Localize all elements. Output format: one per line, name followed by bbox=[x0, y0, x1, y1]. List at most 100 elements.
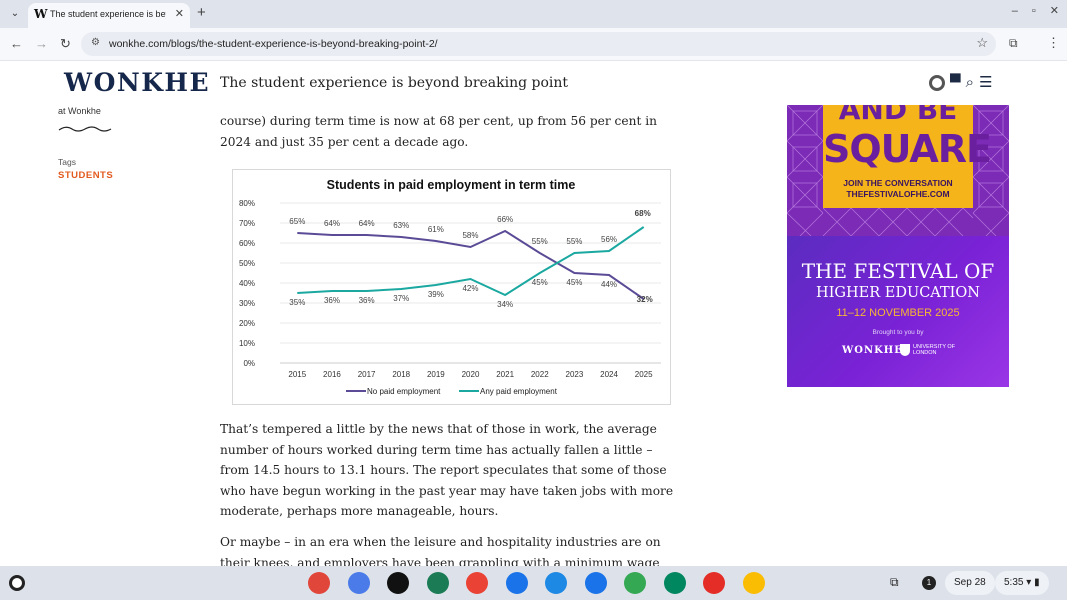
data-label: 36% bbox=[324, 296, 340, 305]
menu-kebab-icon[interactable]: ⋮ bbox=[1047, 35, 1060, 50]
data-label: 58% bbox=[462, 231, 478, 240]
close-tab-icon[interactable]: ✕ bbox=[174, 8, 184, 20]
wifi-icon: ▾ bbox=[1026, 577, 1032, 588]
ad-festival-panel bbox=[787, 236, 1009, 387]
data-label: 64% bbox=[324, 219, 340, 228]
gemini-icon[interactable] bbox=[347, 572, 370, 594]
festival-ad-banner[interactable]: AND BE SQUARE JOIN THE CONVERSATION THEF… bbox=[787, 105, 1009, 387]
address-bar[interactable]: ⚙ wonkhe.com/blogs/the-student-experienc… bbox=[81, 32, 996, 56]
x-tick-label: 2016 bbox=[323, 370, 341, 379]
data-label: 55% bbox=[566, 237, 582, 246]
x-tick-label: 2022 bbox=[531, 370, 549, 379]
ad-dates: 11–12 NOVEMBER 2025 bbox=[836, 307, 960, 319]
tab-search-icon[interactable]: ⌄ bbox=[10, 8, 20, 19]
minimize-icon[interactable]: – bbox=[1011, 5, 1018, 17]
site-info-icon[interactable]: ⚙ bbox=[91, 37, 100, 48]
data-label: 34% bbox=[497, 300, 513, 309]
series-line-any-paid bbox=[297, 226, 645, 297]
favicon-icon: W bbox=[34, 7, 48, 21]
hamburger-menu-icon[interactable]: ☰ bbox=[979, 74, 993, 91]
browser-toolbar: ← → ↻ ⚙ wonkhe.com/blogs/the-student-exp… bbox=[0, 28, 1067, 61]
tags-label: Tags bbox=[58, 157, 76, 167]
ad-brought-by: Brought to you by bbox=[872, 329, 924, 336]
data-label: 32% bbox=[637, 295, 653, 304]
ad-gold-block bbox=[823, 105, 973, 208]
data-label: 64% bbox=[359, 219, 375, 228]
article-paragraph: That’s tempered a little by the news tha… bbox=[220, 422, 674, 519]
gmail-icon[interactable] bbox=[466, 572, 488, 594]
data-label: 36% bbox=[359, 296, 375, 305]
new-tab-button[interactable]: + bbox=[197, 4, 206, 21]
site-header: WONKHE The student experience is beyond … bbox=[0, 61, 1067, 105]
legend-label: Any paid employment bbox=[480, 387, 558, 396]
chart-title: Students in paid employment in term time bbox=[327, 178, 576, 192]
ad-cta: JOIN THE CONVERSATION THEFESTIVALOFHE.CO… bbox=[823, 178, 973, 200]
series-line-no-paid bbox=[297, 229, 645, 300]
data-label: 61% bbox=[428, 225, 444, 234]
meet-icon[interactable] bbox=[624, 572, 646, 594]
y-tick-label: 20% bbox=[239, 319, 255, 328]
article-paragraph: course) during term time is now at 68 pe… bbox=[220, 114, 657, 149]
data-label: 45% bbox=[566, 278, 582, 287]
back-icon[interactable]: ← bbox=[10, 36, 23, 51]
extensions-icon[interactable]: ⧉ bbox=[1009, 36, 1018, 50]
maximize-icon[interactable]: ▫ bbox=[1031, 5, 1036, 17]
bookmark-star-icon[interactable]: ☆ bbox=[976, 35, 988, 50]
data-label: 44% bbox=[601, 280, 617, 289]
theme-toggle-icon[interactable] bbox=[929, 75, 945, 91]
calendar-icon[interactable] bbox=[505, 572, 528, 594]
status-area[interactable]: 5:35 ▾ ▮ bbox=[995, 571, 1049, 595]
url-text: wonkhe.com/blogs/the-student-experience-… bbox=[109, 38, 438, 50]
tab-strip: ⌄ W The student experience is beyond bre… bbox=[0, 0, 1067, 28]
y-tick-label: 50% bbox=[239, 259, 255, 268]
y-tick-label: 30% bbox=[239, 299, 255, 308]
ad-headline: AND BE bbox=[838, 105, 958, 126]
launcher-icon[interactable] bbox=[9, 575, 25, 591]
legend-label: No paid employment bbox=[367, 387, 441, 396]
threads-icon[interactable] bbox=[387, 572, 409, 594]
screen-capture-icon[interactable]: ⧉ bbox=[890, 575, 899, 589]
photos-icon[interactable] bbox=[742, 572, 765, 594]
page-title: The student experience is beyond breakin… bbox=[220, 75, 569, 91]
data-label: 39% bbox=[428, 290, 444, 299]
app-grid-icon[interactable] bbox=[426, 572, 449, 594]
x-tick-label: 2021 bbox=[496, 370, 514, 379]
forward-icon[interactable]: → bbox=[35, 36, 48, 51]
x-tick-label: 2017 bbox=[358, 370, 376, 379]
close-window-icon[interactable]: ✕ bbox=[1049, 5, 1059, 17]
files-icon[interactable] bbox=[545, 572, 567, 594]
y-tick-label: 70% bbox=[239, 219, 255, 228]
x-tick-label: 2020 bbox=[462, 370, 480, 379]
data-label: 55% bbox=[532, 237, 548, 246]
ad-wonkhe-logo: WONKHE bbox=[842, 345, 903, 356]
chat-icon[interactable] bbox=[584, 572, 607, 594]
x-tick-label: 2019 bbox=[427, 370, 445, 379]
x-tick-label: 2023 bbox=[566, 370, 584, 379]
notification-badge[interactable]: 1 bbox=[922, 576, 936, 590]
site-logo[interactable]: WONKHE bbox=[64, 68, 211, 97]
tag-link-students[interactable]: STUDENTS bbox=[58, 170, 114, 181]
reload-icon[interactable]: ↻ bbox=[60, 36, 71, 51]
comments-icon[interactable]: ▀ bbox=[950, 74, 961, 91]
author-affiliation: at Wonkhe bbox=[58, 106, 101, 116]
x-tick-label: 2024 bbox=[600, 370, 618, 379]
data-label: 45% bbox=[532, 278, 548, 287]
tab-title: The student experience is beyond breakin… bbox=[50, 9, 166, 19]
youtube-icon[interactable] bbox=[703, 572, 725, 594]
y-tick-label: 40% bbox=[239, 279, 255, 288]
employment-chart: Students in paid employment in term time… bbox=[232, 169, 671, 405]
ad-pattern-panel: AND BE SQUARE JOIN THE CONVERSATION THEF… bbox=[787, 105, 1009, 236]
play-store-icon[interactable] bbox=[663, 572, 686, 594]
date-pill[interactable]: Sep 28 bbox=[945, 571, 995, 595]
x-tick-label: 2015 bbox=[288, 370, 306, 379]
y-tick-label: 60% bbox=[239, 239, 255, 248]
ad-join-text: JOIN THE CONVERSATION bbox=[843, 178, 953, 188]
ad-url-text: THEFESTIVALOFHE.COM bbox=[846, 189, 950, 199]
app-dock bbox=[308, 572, 765, 594]
search-icon[interactable]: ⌕ bbox=[965, 74, 975, 91]
y-tick-label: 0% bbox=[243, 359, 255, 368]
chrome-icon[interactable] bbox=[308, 572, 330, 594]
clipped-line bbox=[220, 103, 680, 108]
tab-active[interactable]: W The student experience is beyond break… bbox=[28, 3, 190, 28]
battery-icon: ▮ bbox=[1034, 577, 1040, 588]
